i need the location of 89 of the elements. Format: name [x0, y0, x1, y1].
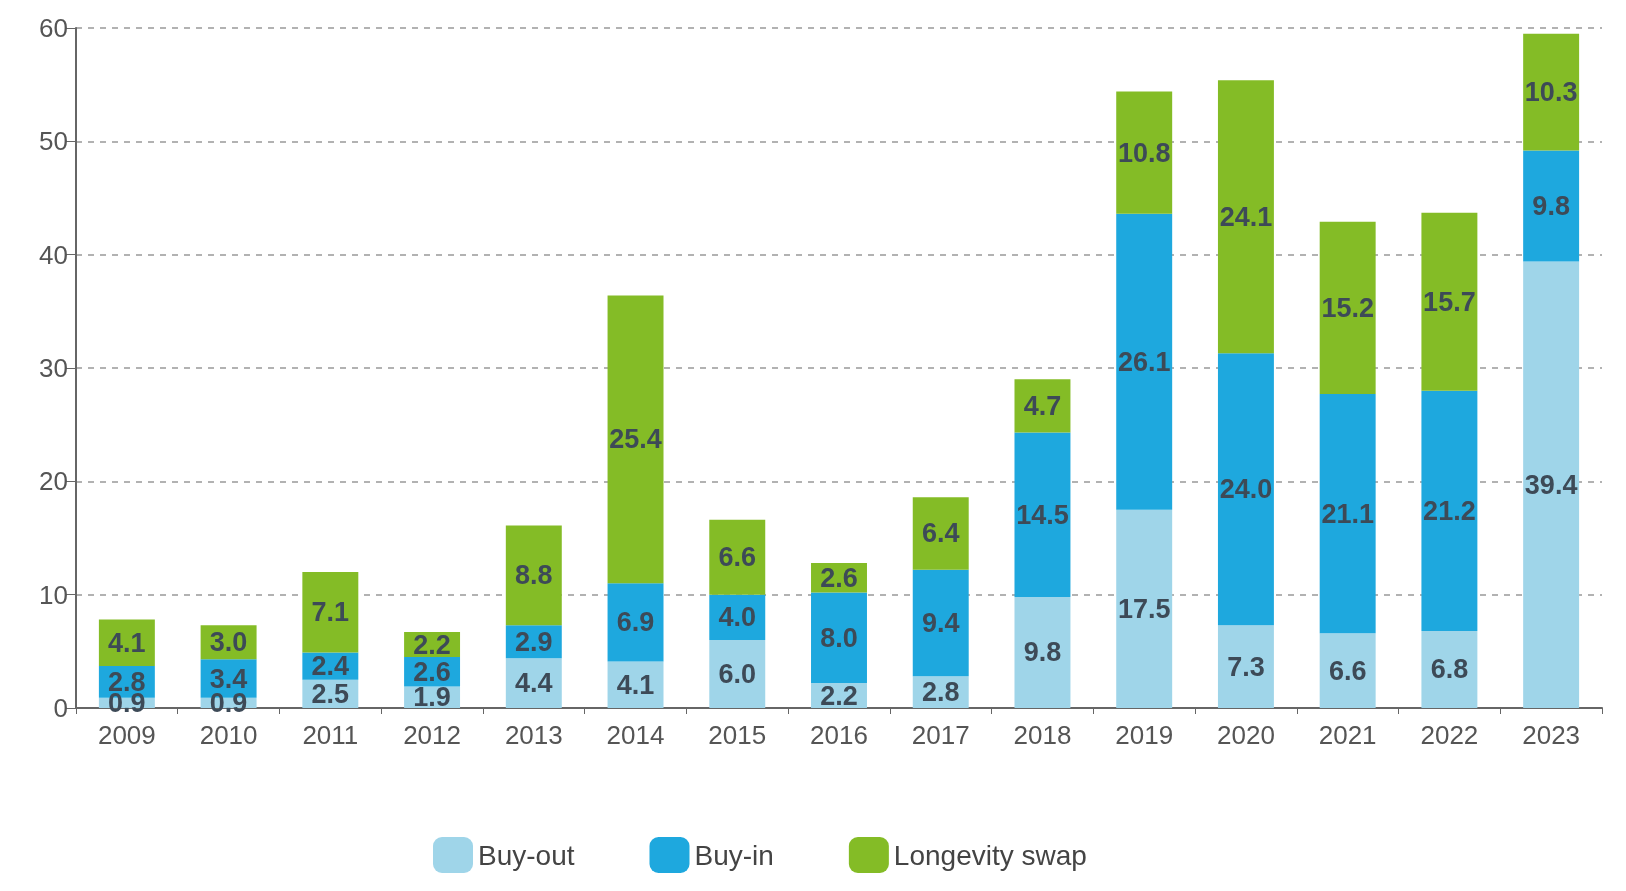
bar — [1014, 596, 1071, 708]
data-label: 10.3 — [1524, 77, 1578, 108]
data-label: 15.7 — [1423, 286, 1476, 317]
data-label: 6.6 — [718, 542, 757, 573]
data-label: 8.8 — [515, 560, 553, 591]
bar — [1523, 33, 1580, 151]
data-label: 14.5 — [1016, 499, 1069, 530]
data-label: 9.8 — [1532, 190, 1570, 221]
x-tick-label: 2016 — [810, 720, 868, 750]
bar — [607, 583, 664, 662]
data-label: 3.0 — [209, 627, 248, 658]
x-tick-label: 2014 — [606, 720, 665, 750]
bar — [1421, 630, 1478, 708]
data-label: 2.6 — [820, 562, 858, 593]
data-label: 25.4 — [609, 424, 662, 455]
bar — [1116, 509, 1173, 708]
bar — [912, 497, 969, 570]
legend-label: Longevity swap — [893, 839, 1087, 871]
x-tick-label: 2019 — [1115, 720, 1174, 750]
bar — [709, 640, 766, 708]
y-tick-label: 0 — [53, 693, 68, 723]
data-label: 6.9 — [616, 607, 655, 638]
bar — [302, 572, 359, 653]
bar — [1116, 91, 1173, 214]
bar — [1116, 213, 1173, 510]
data-label: 9.4 — [921, 608, 960, 638]
y-tick-label: 10 — [39, 579, 68, 610]
data-label: 24.1 — [1219, 201, 1273, 232]
bar — [1421, 390, 1478, 631]
x-tick-label: 2022 — [1420, 720, 1479, 750]
y-tick-label: 60 — [39, 13, 68, 43]
bar — [912, 569, 969, 677]
legend-label: Buy-in — [694, 839, 774, 871]
x-tick-label: 2009 — [97, 720, 156, 750]
legend-label: Buy-out — [478, 839, 575, 871]
bar — [1319, 394, 1376, 634]
data-label: 4.1 — [616, 669, 655, 700]
data-label: 4.7 — [1023, 390, 1062, 421]
data-label: 8.0 — [820, 622, 858, 653]
data-label: 21.2 — [1423, 495, 1476, 526]
data-label: 15.2 — [1321, 292, 1374, 323]
x-tick-label: 2018 — [1013, 720, 1072, 750]
data-label: 3.4 — [209, 663, 248, 694]
bar — [1014, 379, 1071, 433]
data-label: 4.0 — [718, 602, 757, 633]
bar — [1014, 432, 1071, 597]
data-label: 6.6 — [1328, 655, 1367, 686]
bar — [1523, 150, 1580, 262]
data-label: 4.1 — [108, 627, 146, 658]
bar — [607, 295, 664, 584]
y-tick-label: 20 — [39, 466, 68, 497]
bar — [811, 592, 867, 684]
data-label: 4.4 — [515, 668, 553, 699]
data-label: 26.1 — [1117, 346, 1171, 377]
data-label: 2.2 — [820, 680, 858, 711]
bar — [505, 525, 562, 626]
x-tick-label: 2011 — [302, 720, 359, 750]
bar — [1319, 221, 1376, 395]
x-tick-label: 2017 — [911, 720, 970, 750]
data-label: 10.8 — [1117, 137, 1171, 168]
x-tick-label: 2013 — [504, 720, 563, 750]
y-tick-label: 40 — [39, 239, 68, 270]
data-label: 6.4 — [921, 518, 960, 549]
y-tick-label: 50 — [39, 126, 68, 157]
bar — [1523, 261, 1580, 708]
bar — [1421, 212, 1478, 391]
data-label: 21.1 — [1321, 498, 1374, 529]
x-tick-label: 2010 — [199, 720, 258, 750]
data-label: 24.0 — [1219, 474, 1273, 505]
data-label: 17.5 — [1117, 593, 1171, 624]
data-label: 9.8 — [1023, 637, 1062, 668]
y-tick-label: 30 — [39, 353, 68, 383]
data-label: 2.8 — [921, 677, 960, 708]
x-tick-label: 2023 — [1522, 720, 1581, 750]
data-label: 6.8 — [1430, 654, 1469, 685]
bar — [709, 519, 766, 595]
data-label: 7.3 — [1227, 651, 1265, 682]
bar — [1217, 625, 1274, 708]
data-label: 7.1 — [311, 597, 350, 628]
x-tick-label: 2012 — [403, 720, 461, 750]
bar — [1217, 353, 1274, 626]
x-tick-label: 2015 — [708, 720, 767, 750]
x-tick-label: 2021 — [1318, 720, 1377, 750]
data-label: 6.0 — [718, 659, 757, 689]
data-label: 39.4 — [1524, 469, 1578, 500]
bar — [1217, 80, 1274, 354]
bar — [1319, 633, 1376, 708]
x-tick-label: 2020 — [1217, 720, 1275, 750]
data-label: 2.9 — [515, 626, 553, 657]
